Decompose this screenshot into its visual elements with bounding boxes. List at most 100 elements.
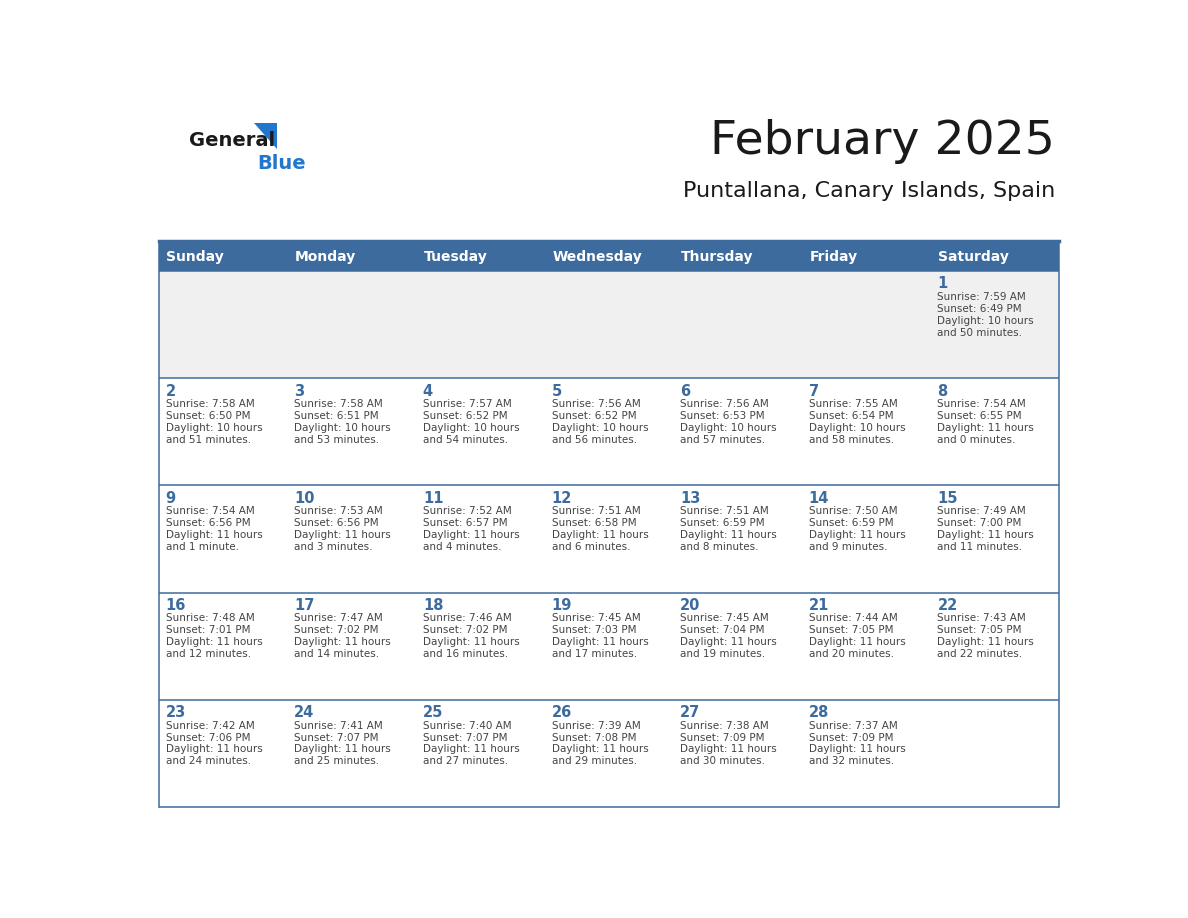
Text: Tuesday: Tuesday — [424, 250, 487, 263]
Text: Sunset: 7:09 PM: Sunset: 7:09 PM — [681, 733, 765, 743]
Text: Sunset: 6:54 PM: Sunset: 6:54 PM — [809, 411, 893, 421]
Text: Sunrise: 7:40 AM: Sunrise: 7:40 AM — [423, 721, 512, 731]
Text: Sunset: 7:03 PM: Sunset: 7:03 PM — [551, 625, 636, 635]
Text: 26: 26 — [551, 705, 571, 721]
Text: February 2025: February 2025 — [710, 119, 1055, 164]
Bar — [158, 271, 1060, 378]
Text: Daylight: 11 hours: Daylight: 11 hours — [551, 744, 649, 755]
Text: Sunset: 6:57 PM: Sunset: 6:57 PM — [423, 518, 507, 528]
Text: 18: 18 — [423, 598, 443, 613]
Text: Sunset: 7:09 PM: Sunset: 7:09 PM — [809, 733, 893, 743]
Text: Daylight: 11 hours: Daylight: 11 hours — [165, 530, 263, 540]
Text: Daylight: 10 hours: Daylight: 10 hours — [937, 316, 1034, 326]
Text: Daylight: 11 hours: Daylight: 11 hours — [423, 637, 519, 647]
Text: 13: 13 — [681, 491, 701, 506]
Text: Sunrise: 7:55 AM: Sunrise: 7:55 AM — [809, 399, 898, 409]
Text: and 17 minutes.: and 17 minutes. — [551, 649, 637, 659]
Text: Daylight: 11 hours: Daylight: 11 hours — [295, 637, 391, 647]
Text: Sunset: 7:05 PM: Sunset: 7:05 PM — [937, 625, 1022, 635]
Bar — [158, 242, 287, 271]
Text: Sunset: 6:52 PM: Sunset: 6:52 PM — [551, 411, 636, 421]
Text: and 30 minutes.: and 30 minutes. — [681, 756, 765, 767]
Text: Sunset: 7:07 PM: Sunset: 7:07 PM — [423, 733, 507, 743]
Text: Sunset: 7:04 PM: Sunset: 7:04 PM — [681, 625, 765, 635]
Text: and 12 minutes.: and 12 minutes. — [165, 649, 251, 659]
Text: Sunset: 7:01 PM: Sunset: 7:01 PM — [165, 625, 249, 635]
Text: Daylight: 11 hours: Daylight: 11 hours — [423, 744, 519, 755]
Text: Sunrise: 7:57 AM: Sunrise: 7:57 AM — [423, 399, 512, 409]
Text: Monday: Monday — [295, 250, 356, 263]
Bar — [802, 242, 930, 271]
Text: Sunset: 6:51 PM: Sunset: 6:51 PM — [295, 411, 379, 421]
Text: 12: 12 — [551, 491, 571, 506]
Text: Thursday: Thursday — [681, 250, 753, 263]
Text: Sunrise: 7:50 AM: Sunrise: 7:50 AM — [809, 506, 897, 516]
Text: 1: 1 — [937, 276, 948, 292]
Text: Sunrise: 7:45 AM: Sunrise: 7:45 AM — [681, 613, 769, 623]
Text: 21: 21 — [809, 598, 829, 613]
Text: Sunset: 6:49 PM: Sunset: 6:49 PM — [937, 304, 1022, 314]
Bar — [158, 700, 1060, 807]
Text: Sunrise: 7:59 AM: Sunrise: 7:59 AM — [937, 292, 1026, 302]
Text: Sunset: 6:50 PM: Sunset: 6:50 PM — [165, 411, 249, 421]
Text: Daylight: 10 hours: Daylight: 10 hours — [295, 423, 391, 433]
Text: Sunset: 7:02 PM: Sunset: 7:02 PM — [295, 625, 379, 635]
Text: and 8 minutes.: and 8 minutes. — [681, 542, 759, 552]
Text: Daylight: 11 hours: Daylight: 11 hours — [681, 744, 777, 755]
Text: and 29 minutes.: and 29 minutes. — [551, 756, 637, 767]
Text: 2: 2 — [165, 384, 176, 398]
Text: Daylight: 11 hours: Daylight: 11 hours — [681, 637, 777, 647]
Text: Sunrise: 7:54 AM: Sunrise: 7:54 AM — [165, 506, 254, 516]
Text: Sunset: 7:02 PM: Sunset: 7:02 PM — [423, 625, 507, 635]
Text: 3: 3 — [295, 384, 304, 398]
Text: and 6 minutes.: and 6 minutes. — [551, 542, 630, 552]
Text: Sunrise: 7:44 AM: Sunrise: 7:44 AM — [809, 613, 898, 623]
Text: Sunset: 7:00 PM: Sunset: 7:00 PM — [937, 518, 1022, 528]
Text: Sunrise: 7:56 AM: Sunrise: 7:56 AM — [681, 399, 769, 409]
Text: and 0 minutes.: and 0 minutes. — [937, 435, 1016, 445]
Text: and 3 minutes.: and 3 minutes. — [295, 542, 373, 552]
Text: Sunrise: 7:39 AM: Sunrise: 7:39 AM — [551, 721, 640, 731]
Bar — [158, 486, 1060, 593]
Text: and 24 minutes.: and 24 minutes. — [165, 756, 251, 767]
Text: 4: 4 — [423, 384, 432, 398]
Text: Sunrise: 7:51 AM: Sunrise: 7:51 AM — [681, 506, 769, 516]
Text: 10: 10 — [295, 491, 315, 506]
Text: Sunset: 6:52 PM: Sunset: 6:52 PM — [423, 411, 507, 421]
Text: Daylight: 11 hours: Daylight: 11 hours — [937, 423, 1035, 433]
Text: and 57 minutes.: and 57 minutes. — [681, 435, 765, 445]
Text: Sunset: 6:59 PM: Sunset: 6:59 PM — [809, 518, 893, 528]
Text: and 32 minutes.: and 32 minutes. — [809, 756, 893, 767]
Text: Daylight: 11 hours: Daylight: 11 hours — [165, 744, 263, 755]
Text: Daylight: 10 hours: Daylight: 10 hours — [681, 423, 777, 433]
Text: and 56 minutes.: and 56 minutes. — [551, 435, 637, 445]
Text: 15: 15 — [937, 491, 958, 506]
Bar — [674, 242, 802, 271]
Text: 23: 23 — [165, 705, 185, 721]
Text: Sunrise: 7:53 AM: Sunrise: 7:53 AM — [295, 506, 383, 516]
Text: Sunrise: 7:49 AM: Sunrise: 7:49 AM — [937, 506, 1026, 516]
Text: Sunrise: 7:45 AM: Sunrise: 7:45 AM — [551, 613, 640, 623]
Text: 16: 16 — [165, 598, 187, 613]
Text: Sunrise: 7:58 AM: Sunrise: 7:58 AM — [165, 399, 254, 409]
Text: Sunrise: 7:43 AM: Sunrise: 7:43 AM — [937, 613, 1026, 623]
Text: Sunset: 7:08 PM: Sunset: 7:08 PM — [551, 733, 636, 743]
Text: Daylight: 11 hours: Daylight: 11 hours — [295, 744, 391, 755]
Text: Wednesday: Wednesday — [552, 250, 642, 263]
Text: Sunset: 6:56 PM: Sunset: 6:56 PM — [165, 518, 251, 528]
Text: Sunday: Sunday — [166, 250, 225, 263]
Text: and 22 minutes.: and 22 minutes. — [937, 649, 1023, 659]
Text: Daylight: 11 hours: Daylight: 11 hours — [423, 530, 519, 540]
Text: Sunrise: 7:37 AM: Sunrise: 7:37 AM — [809, 721, 898, 731]
Text: Daylight: 10 hours: Daylight: 10 hours — [551, 423, 649, 433]
Bar — [287, 242, 416, 271]
Text: Daylight: 10 hours: Daylight: 10 hours — [165, 423, 263, 433]
Text: Daylight: 11 hours: Daylight: 11 hours — [551, 530, 649, 540]
Text: and 4 minutes.: and 4 minutes. — [423, 542, 501, 552]
Text: and 1 minute.: and 1 minute. — [165, 542, 239, 552]
Text: and 54 minutes.: and 54 minutes. — [423, 435, 508, 445]
Text: and 11 minutes.: and 11 minutes. — [937, 542, 1023, 552]
Text: and 19 minutes.: and 19 minutes. — [681, 649, 765, 659]
Text: Blue: Blue — [258, 154, 307, 174]
Text: 9: 9 — [165, 491, 176, 506]
